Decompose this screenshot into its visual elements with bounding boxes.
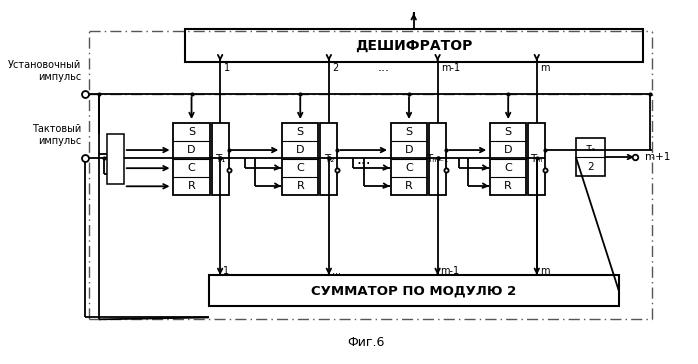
- Bar: [209, 276, 619, 306]
- Text: m: m: [541, 63, 550, 72]
- Bar: [185, 29, 643, 62]
- Text: ...: ...: [377, 61, 389, 74]
- Text: D: D: [504, 145, 512, 155]
- Text: Установочный
импульс: Установочный импульс: [8, 60, 81, 82]
- Text: Tₘ₋₁: Tₘ₋₁: [426, 154, 449, 164]
- Bar: [429, 123, 446, 195]
- Text: Tₘ: Tₘ: [530, 154, 543, 164]
- Text: 1: 1: [224, 63, 230, 72]
- Text: R: R: [297, 181, 304, 191]
- Text: τₐ: τₐ: [585, 143, 595, 153]
- Text: m: m: [540, 266, 549, 276]
- Text: D: D: [187, 145, 195, 155]
- Bar: [490, 123, 526, 195]
- Text: ДЕШИФРАТОР: ДЕШИФРАТОР: [355, 39, 473, 53]
- Text: Тактовый
импульс: Тактовый импульс: [31, 124, 81, 146]
- Text: R: R: [188, 181, 195, 191]
- Text: T₁: T₁: [215, 154, 225, 164]
- Bar: [173, 123, 209, 195]
- Text: S: S: [188, 127, 195, 137]
- Text: C: C: [405, 163, 413, 173]
- Text: 2: 2: [333, 63, 339, 72]
- Text: C: C: [505, 163, 512, 173]
- Text: R: R: [405, 181, 413, 191]
- Text: 2: 2: [587, 162, 593, 172]
- Bar: [391, 123, 427, 195]
- Bar: [107, 134, 124, 185]
- Text: 1: 1: [223, 266, 229, 276]
- Text: ...: ...: [357, 152, 371, 167]
- Text: T₂: T₂: [324, 154, 334, 164]
- Text: m+1: m+1: [644, 152, 670, 162]
- Text: ...: ...: [332, 266, 341, 276]
- Bar: [528, 123, 545, 195]
- Text: C: C: [188, 163, 195, 173]
- Text: m-1: m-1: [441, 63, 461, 72]
- Text: m-1: m-1: [440, 266, 459, 276]
- Text: C: C: [297, 163, 304, 173]
- Text: S: S: [406, 127, 413, 137]
- Text: S: S: [505, 127, 512, 137]
- Text: S: S: [297, 127, 304, 137]
- Bar: [211, 123, 229, 195]
- Bar: [576, 138, 604, 176]
- Bar: [320, 123, 337, 195]
- Text: Фиг.6: Фиг.6: [348, 336, 385, 349]
- Text: СУММАТОР ПО МОДУЛЮ 2: СУММАТОР ПО МОДУЛЮ 2: [311, 284, 517, 297]
- Bar: [282, 123, 318, 195]
- Text: D: D: [405, 145, 413, 155]
- Text: R: R: [505, 181, 512, 191]
- Text: D: D: [296, 145, 304, 155]
